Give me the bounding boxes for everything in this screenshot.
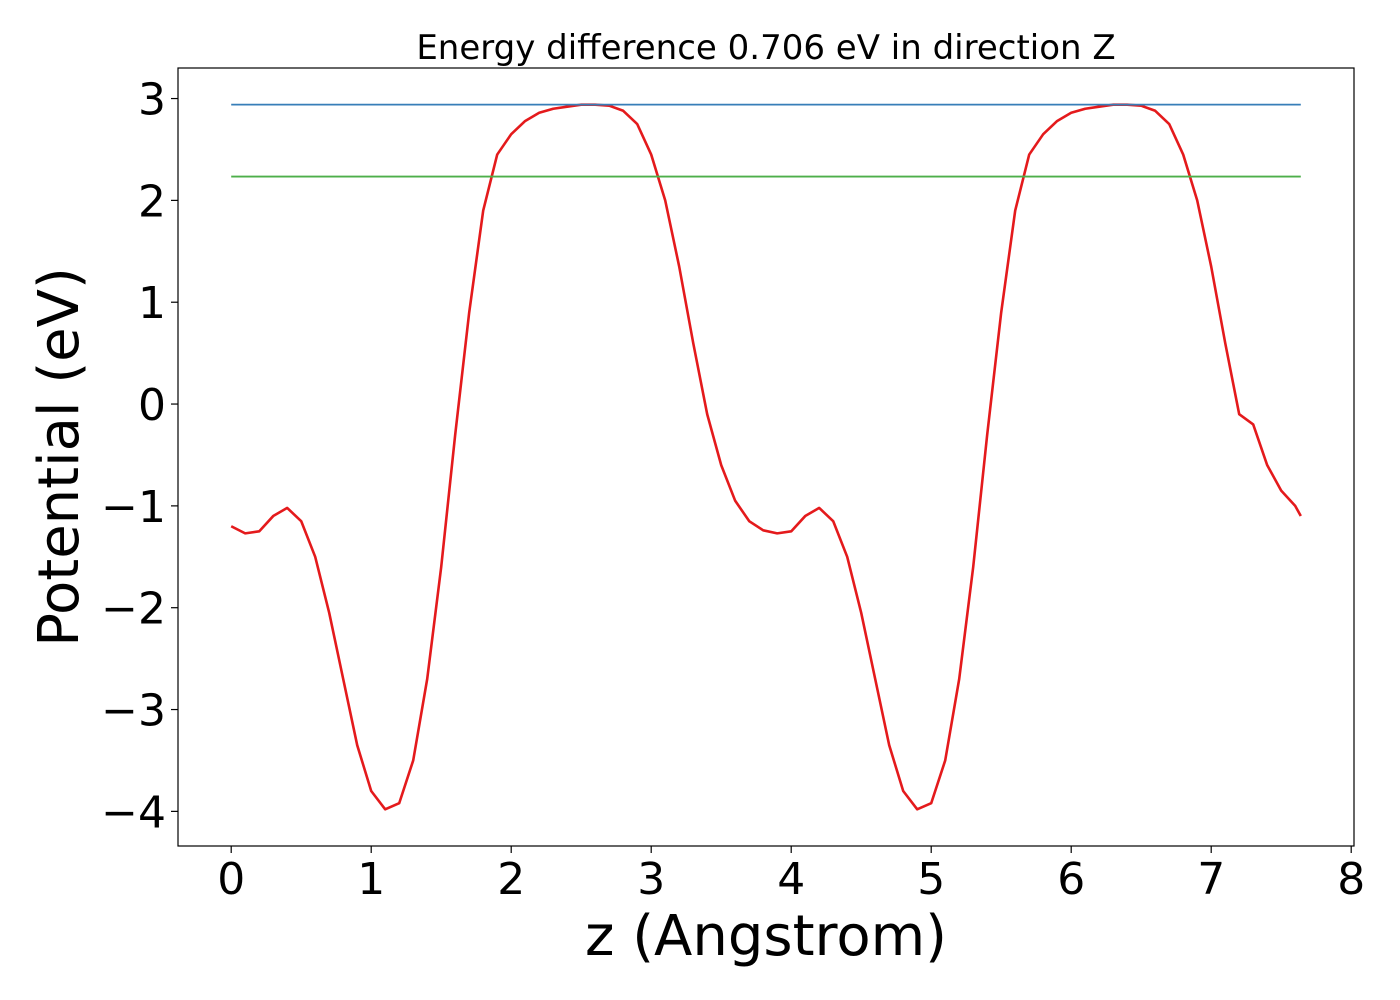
y-tick-label: −2	[101, 584, 166, 635]
x-tick-label: 0	[217, 854, 245, 905]
x-tick-label: 3	[637, 854, 665, 905]
y-tick-label: 0	[138, 380, 166, 431]
y-tick-label: −4	[101, 787, 166, 838]
plot-frame	[177, 67, 1355, 847]
x-tick-label: 6	[1057, 854, 1085, 905]
y-tick-label: −3	[101, 686, 166, 737]
x-tick-label: 8	[1337, 854, 1365, 905]
chart-title: Energy difference 0.706 eV in direction …	[416, 28, 1115, 68]
y-tick-label: 3	[138, 75, 166, 126]
x-tick-label: 1	[357, 854, 385, 905]
y-tick-label: −1	[101, 482, 166, 533]
x-tick-label: 2	[497, 854, 525, 905]
y-tick-label: 2	[138, 176, 166, 227]
y-tick-label: 1	[138, 278, 166, 329]
x-tick-label: 4	[777, 854, 805, 905]
y-axis-label: Potential (eV)	[27, 267, 92, 647]
x-axis-label: z (Angstrom)	[585, 904, 947, 969]
x-tick-label: 7	[1197, 854, 1225, 905]
x-tick-label: 5	[917, 854, 945, 905]
